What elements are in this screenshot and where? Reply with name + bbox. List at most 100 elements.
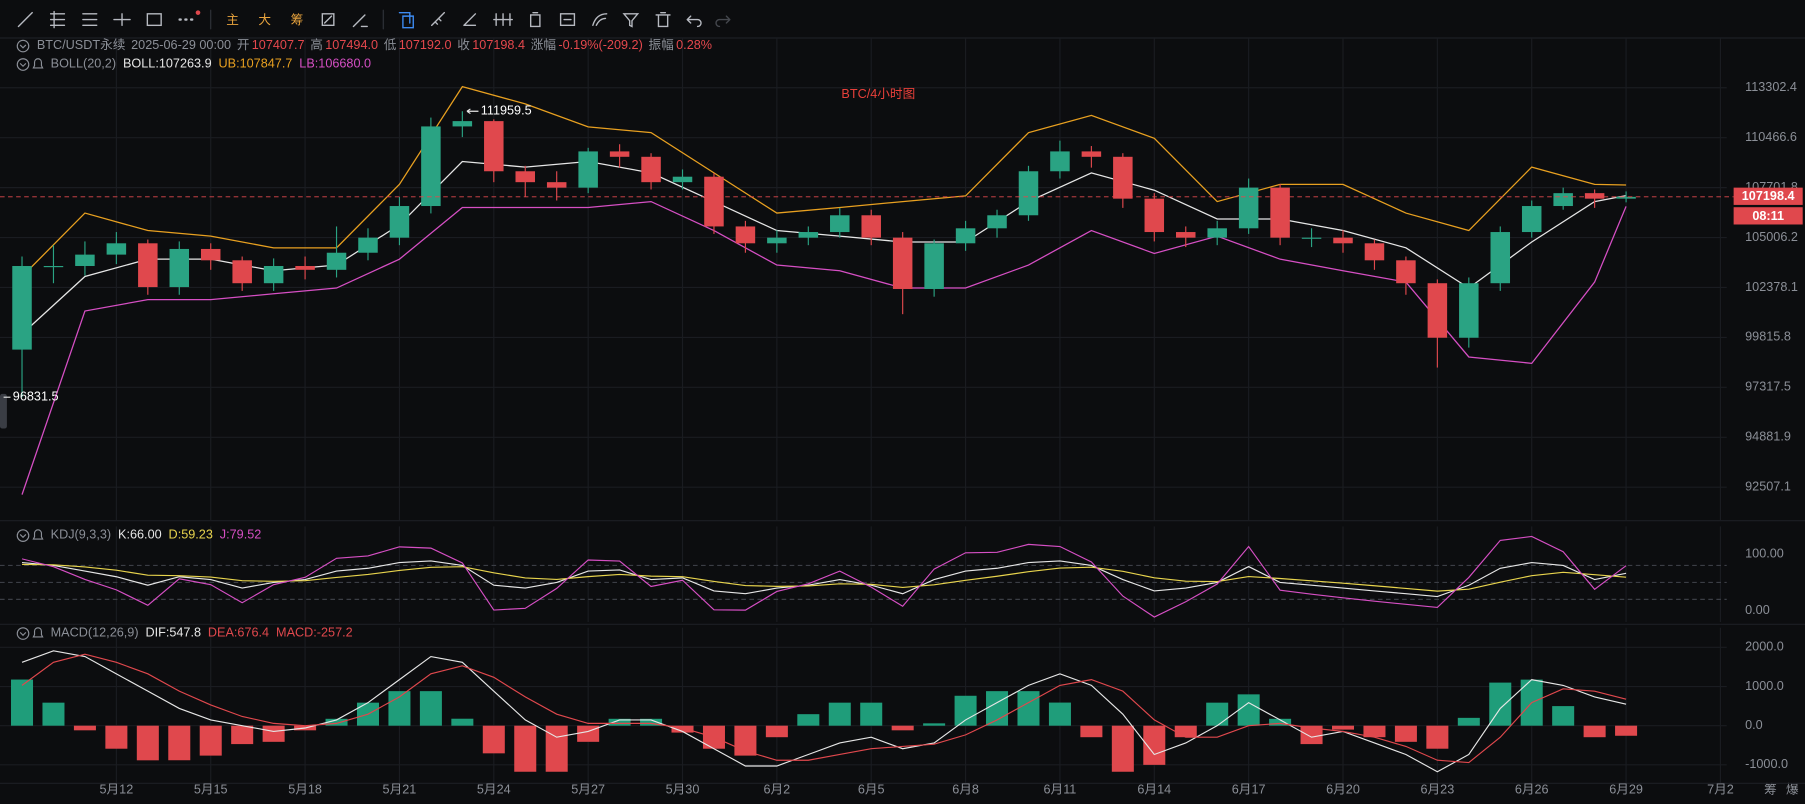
candle-body (1238, 187, 1259, 229)
macd-bar (419, 691, 442, 726)
macd-bar (1489, 682, 1512, 726)
quote-field: 低 (384, 38, 397, 52)
macd-bar (168, 725, 191, 761)
tool-lines[interactable] (49, 10, 66, 29)
legend-item: MACD(12,26,9) (51, 626, 139, 640)
corner-liq[interactable]: 爆 (1786, 783, 1799, 797)
tool-note[interactable] (559, 13, 576, 27)
indicator-line (21, 535, 1627, 618)
collapse-icon[interactable] (16, 529, 30, 542)
candle-body (672, 176, 693, 183)
y-tick-label: 105006.2 (1745, 230, 1798, 244)
macd-bar (73, 725, 96, 731)
candle-body (955, 228, 976, 244)
macd-bar (325, 718, 348, 726)
tool-chips[interactable]: 筹 (291, 12, 304, 27)
corner-chips[interactable]: 筹 (1764, 782, 1777, 797)
macd-bar (640, 718, 663, 726)
candle-body (1081, 151, 1102, 157)
macd-bar (671, 725, 694, 733)
candle-body (1521, 206, 1542, 233)
tool-clear[interactable] (352, 14, 368, 28)
collapse-icon[interactable] (16, 39, 30, 53)
tool-compare[interactable] (321, 13, 335, 27)
legend-item: DIF:547.8 (145, 626, 201, 640)
candle-body (1553, 193, 1573, 207)
candle-body (830, 215, 850, 233)
candle-body (12, 266, 32, 350)
tool-big[interactable]: 大 (258, 13, 271, 27)
macd-bar (765, 725, 788, 738)
macd-bar (608, 718, 631, 726)
legend-item: BOLL:107263.9 (123, 57, 212, 71)
y-tick-label: 110466.6 (1745, 130, 1797, 144)
x-tick-label: 6月8 (952, 783, 979, 797)
quote-field: 振幅 (649, 38, 675, 52)
pane-legend: BOLL(20,2) BOLL:107263.9 UB:107847.7 LB:106… (16, 57, 371, 71)
x-tick-label: 6月11 (1044, 783, 1077, 797)
tool-main[interactable]: 主 (226, 13, 239, 27)
tool-magnet[interactable] (398, 11, 414, 29)
macd-bar (797, 714, 820, 726)
candle-body (358, 237, 378, 253)
tool-channel[interactable] (82, 13, 98, 27)
candle-body (200, 248, 221, 261)
macd-line (21, 653, 1627, 764)
quote-field: 107192.0 (399, 38, 452, 52)
legend-item: DEA:676.4 (208, 626, 269, 640)
legend-item: K:66.00 (118, 528, 162, 542)
candle-body (798, 232, 819, 238)
tool-hline[interactable] (113, 13, 131, 27)
toolbar (17, 9, 731, 30)
macd-bar (231, 725, 254, 745)
candle-body (1584, 193, 1605, 199)
legend-item: KDJ(9,3,3) (51, 528, 111, 542)
x-tick-label: 6月5 (858, 783, 885, 797)
candle-body (263, 266, 284, 284)
candle-body (1333, 237, 1353, 244)
tool-filter[interactable] (622, 13, 640, 28)
tool-delete[interactable] (655, 11, 671, 28)
pane-legend: MACD(12,26,9) DIF:547.8 DEA:676.4 MACD:-257… (16, 626, 353, 640)
quote-field: -0.19%(-209.2) (558, 38, 642, 52)
tool-clip[interactable] (529, 11, 541, 28)
tool-trendline[interactable] (17, 11, 33, 28)
candle-body (1490, 232, 1511, 284)
y-tick-label: 2000.0 (1745, 640, 1784, 654)
x-tick-label: 5月15 (194, 783, 228, 797)
collapse-icon[interactable] (16, 627, 30, 640)
macd-bar (1457, 717, 1480, 726)
macd-bar (1111, 725, 1134, 772)
tool-redo[interactable] (715, 15, 731, 28)
legend-item: UB:107847.7 (219, 57, 293, 71)
quote-field: 开 (237, 38, 250, 52)
alert-icon (32, 627, 44, 638)
tool-undo[interactable] (686, 15, 702, 28)
candle-body (1270, 187, 1290, 238)
macd-bar (1048, 702, 1071, 726)
tool-pen[interactable] (463, 13, 477, 27)
legend-item: BOLL(20,2) (51, 57, 116, 71)
candle-body (892, 237, 913, 289)
x-tick-label: 5月27 (571, 783, 605, 797)
tool-rect[interactable] (146, 13, 162, 27)
legend-text: BOLL(20,2) BOLL:107263.9 UB:107847.7 LB:106… (51, 57, 371, 71)
collapse-icon[interactable] (16, 58, 30, 71)
macd-bar (923, 723, 946, 726)
tool-curve[interactable] (592, 13, 608, 27)
candle-body (987, 215, 1007, 229)
candle-body (609, 151, 630, 157)
x-tick-label: 6月2 (764, 783, 791, 797)
macd-bar (1017, 691, 1040, 726)
legend-item: LB:106680.0 (299, 57, 371, 71)
alert-icon (32, 58, 44, 69)
candle-body (735, 226, 756, 244)
tool-bars[interactable] (493, 13, 513, 27)
x-tick-label: 5月30 (666, 783, 700, 797)
quote-field: 107407.7 (252, 38, 305, 52)
tool-ruler[interactable] (430, 11, 446, 27)
side-handle[interactable] (0, 393, 7, 429)
candle-body (1018, 171, 1039, 216)
candle-body (421, 126, 441, 207)
